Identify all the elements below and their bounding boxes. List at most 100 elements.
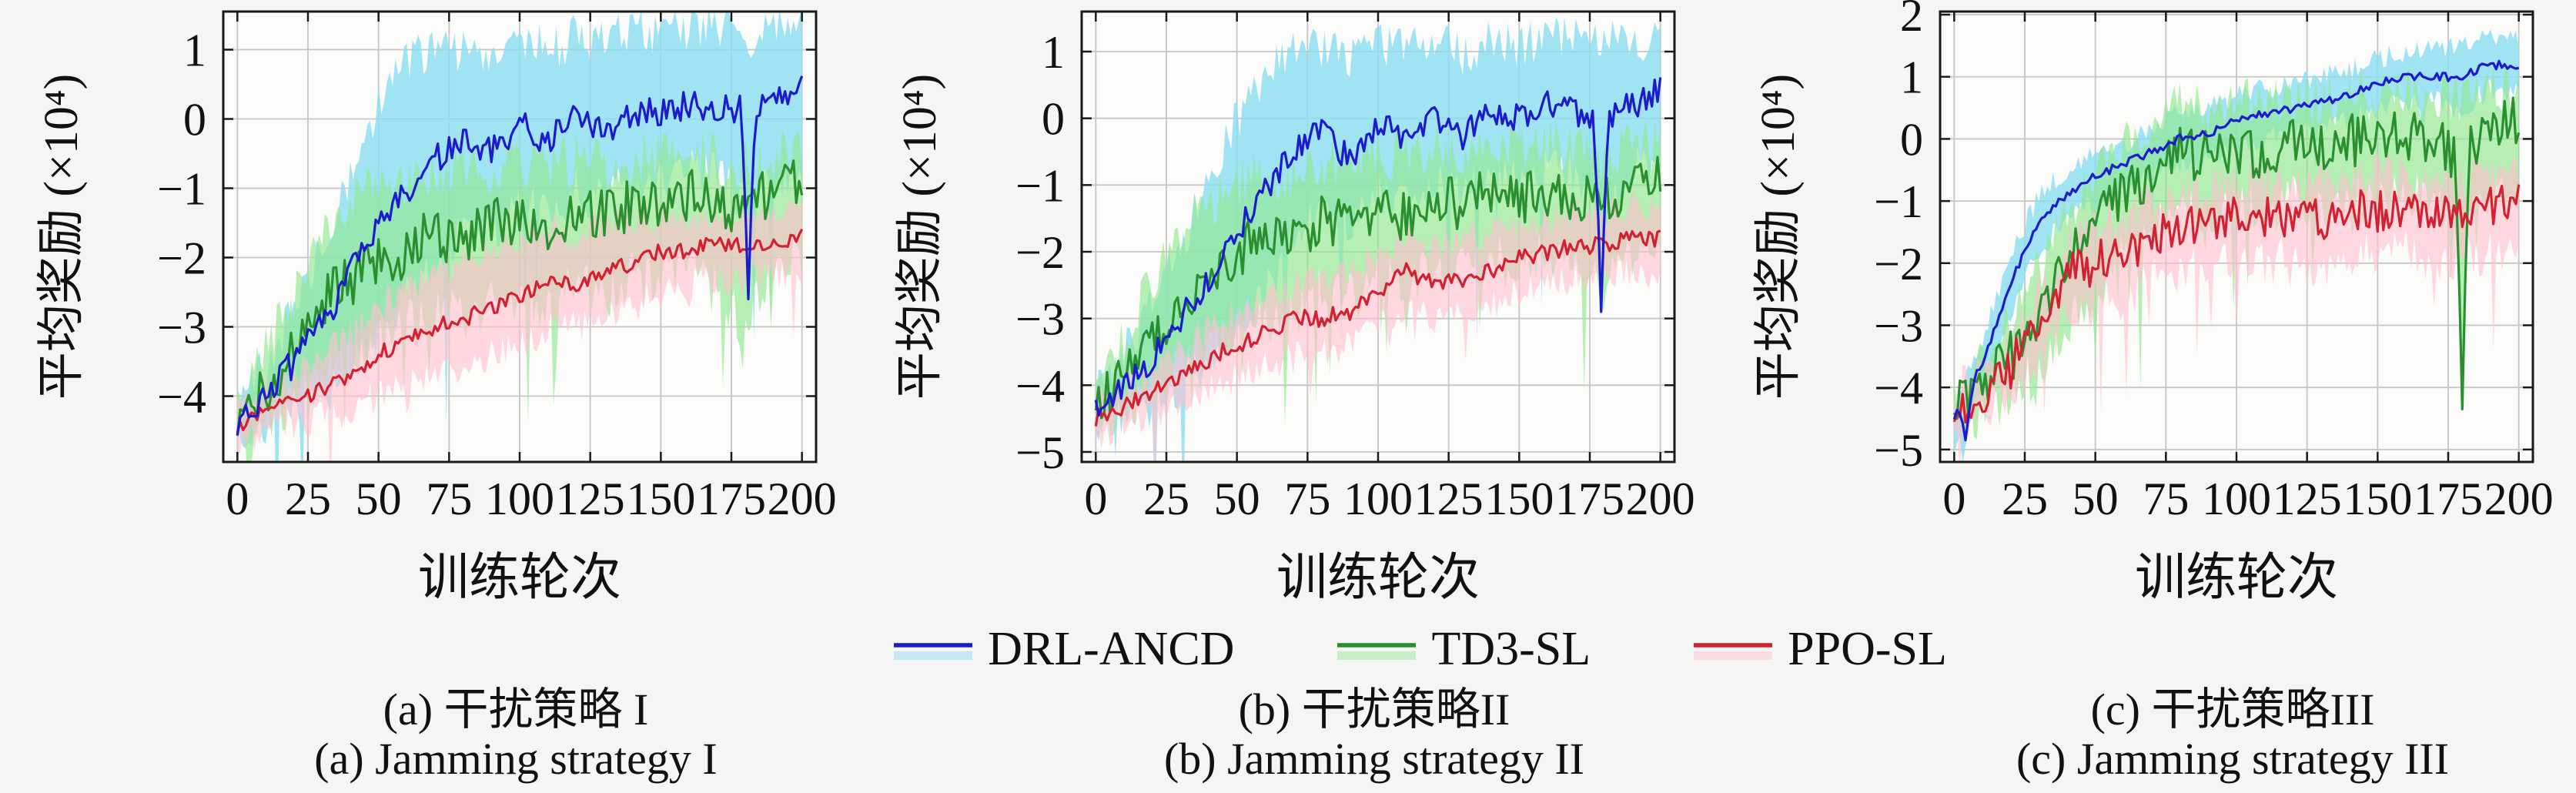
captions-row: (a) 干扰策略 I (a) Jamming strategy I (b) 干扰… (0, 685, 2576, 784)
x-tick-label: 75 (1284, 473, 1330, 524)
y-axis-label: 平均奖励 (×10⁴) (35, 74, 88, 400)
series-band-PPO-SL (237, 198, 802, 462)
legend-swatch-td3-sl (1337, 643, 1417, 660)
plot-content (1952, 29, 2521, 462)
caption-b-zh: (b) 干扰策略II (1238, 684, 1510, 734)
chart-panel-a: 0 25 50 75 100 125 150 175 200 1 0 −1 −2 −3 −4 训练轮次 平均奖励… (0, 0, 858, 608)
legend-band-swatch (1337, 651, 1417, 660)
x-tick-label: 0 (1084, 473, 1107, 524)
x-tick-label: 0 (1942, 473, 1965, 524)
y-tick-label: 1 (183, 25, 206, 76)
x-tick-label: 100 (1343, 473, 1413, 524)
x-tick-label: 200 (768, 473, 837, 524)
x-tick-label: 50 (2073, 473, 2119, 524)
x-tick-label: 50 (356, 473, 402, 524)
y-tick-label: 0 (1042, 94, 1065, 145)
plot-content (236, 12, 804, 462)
y-tick-label: −5 (1015, 427, 1065, 478)
series-line-PPO-SL (1952, 184, 2521, 424)
x-tick-label: 25 (1143, 473, 1189, 524)
y-tick-label: −2 (1015, 227, 1065, 278)
legend-item-drl-ancd: DRL-ANCD (891, 625, 1234, 673)
chart-panel-c: 0 25 50 75 100 125 150 175 200 2 1 0 −1 −2 −3 −4 −5 训练轮次 平… (1717, 0, 2575, 608)
x-tick-label: 100 (485, 473, 554, 524)
legend-label: DRL-ANCD (988, 623, 1235, 675)
x-tick-label: 125 (1414, 473, 1484, 524)
x-tick-label: 150 (626, 473, 695, 524)
x-tick-label: 125 (556, 473, 625, 524)
series-line-PPO-SL (236, 228, 804, 433)
y-tick-label: −4 (157, 372, 206, 423)
series-line-DRL-ANCD (236, 75, 804, 436)
tick-marks (1940, 12, 2533, 462)
caption-a-en: (a) Jamming strategy I (314, 734, 718, 784)
x-tick-label: 175 (2414, 473, 2483, 524)
y-tick-label: −3 (157, 303, 206, 353)
legend: DRL-ANCD TD3-SL PPO-SL (131, 619, 2576, 679)
caption-b: (b) 干扰策略II (b) Jamming strategy II (858, 685, 1717, 784)
y-tick-label: −3 (1015, 294, 1065, 345)
caption-a-zh: (a) 干扰策略 I (383, 684, 649, 734)
y-tick-label: −4 (1874, 363, 1923, 413)
series-line-DRL-ANCD (1952, 59, 2520, 442)
legend-swatch-drl-ancd (894, 643, 973, 660)
legend-item-ppo-sl: PPO-SL (1691, 625, 1947, 673)
y-tick-label: −3 (1874, 300, 1923, 351)
x-axis-label: 训练轮次 (418, 550, 621, 606)
series-line-PPO-SL (1094, 229, 1661, 427)
series-line-TD3-SL (1952, 96, 2521, 420)
x-tick-label: 200 (2484, 473, 2554, 524)
x-tick-label: 100 (2202, 473, 2271, 524)
y-tick-label: 2 (1900, 0, 1923, 41)
x-tick-label: 125 (2273, 473, 2342, 524)
legend-label: PPO-SL (1788, 623, 1947, 675)
y-tick-label: 1 (1900, 52, 1923, 103)
y-axis-label: 平均奖励 (×10⁴) (894, 74, 946, 400)
legend-band-swatch (1694, 651, 1773, 660)
x-tick-label: 25 (285, 473, 331, 524)
x-axis-label: 训练轮次 (1276, 550, 1480, 606)
y-tick-label: 1 (1042, 27, 1065, 78)
y-tick-label: −1 (1874, 176, 1923, 227)
y-tick-label: −4 (1015, 360, 1065, 411)
tick-marks (223, 12, 816, 462)
legend-swatch-ppo-sl (1694, 643, 1773, 660)
x-tick-label: 75 (426, 473, 472, 524)
x-axis-label: 训练轮次 (2135, 550, 2338, 606)
charts-row: 0 25 50 75 100 125 150 175 200 1 0 −1 −2 −3 −4 训练轮次 平均奖励… (0, 0, 2575, 608)
series-line-TD3-SL (236, 159, 804, 437)
x-tick-label: 150 (1484, 473, 1554, 524)
x-tick-label: 200 (1626, 473, 1695, 524)
y-tick-label: −2 (1874, 239, 1923, 289)
series-line-DRL-ANCD (1094, 77, 1662, 417)
legend-item-td3-sl: TD3-SL (1334, 625, 1591, 673)
x-tick-label: 75 (2143, 473, 2189, 524)
chart-panel-b: 0 25 50 75 100 125 150 175 200 1 0 −1 −2 −3 −4 −5 训练轮次 平均… (858, 0, 1717, 608)
chart-svg-c: 0 25 50 75 100 125 150 175 200 2 1 0 −1 −2 −3 −4 −5 训练轮次 平… (1752, 0, 2554, 606)
caption-c-zh: (c) 干扰策略III (2090, 684, 2375, 734)
y-tick-label: 0 (183, 95, 206, 146)
x-tick-label: 175 (1555, 473, 1624, 524)
caption-c-en: (c) Jamming strategy III (2016, 734, 2450, 784)
legend-label: TD3-SL (1431, 623, 1591, 675)
caption-a: (a) 干扰策略 I (a) Jamming strategy I (0, 685, 858, 784)
caption-c: (c) 干扰策略III (c) Jamming strategy III (1717, 685, 2575, 784)
series-band-PPO-SL (1096, 189, 1661, 462)
y-tick-label: −2 (157, 233, 206, 284)
x-tick-label: 150 (2343, 473, 2412, 524)
y-tick-label: −1 (157, 164, 206, 215)
chart-svg-a: 0 25 50 75 100 125 150 175 200 1 0 −1 −2 −3 −4 训练轮次 平均奖励… (35, 10, 837, 606)
y-tick-label: −5 (1874, 425, 1923, 476)
series-band-TD3-SL (1096, 120, 1661, 437)
x-tick-label: 175 (697, 473, 766, 524)
series-line-TD3-SL (1094, 156, 1662, 420)
x-tick-label: 25 (2002, 473, 2048, 524)
caption-b-en: (b) Jamming strategy II (1163, 734, 1584, 784)
series-band-DRL-ANCD (1096, 16, 1661, 462)
plot-content (1094, 16, 1662, 462)
chart-svg-b: 0 25 50 75 100 125 150 175 200 1 0 −1 −2 −3 −4 −5 训练轮次 平均… (894, 10, 1695, 606)
x-tick-label: 50 (1214, 473, 1260, 524)
x-tick-label: 0 (226, 473, 249, 524)
tick-marks (1082, 12, 1674, 462)
